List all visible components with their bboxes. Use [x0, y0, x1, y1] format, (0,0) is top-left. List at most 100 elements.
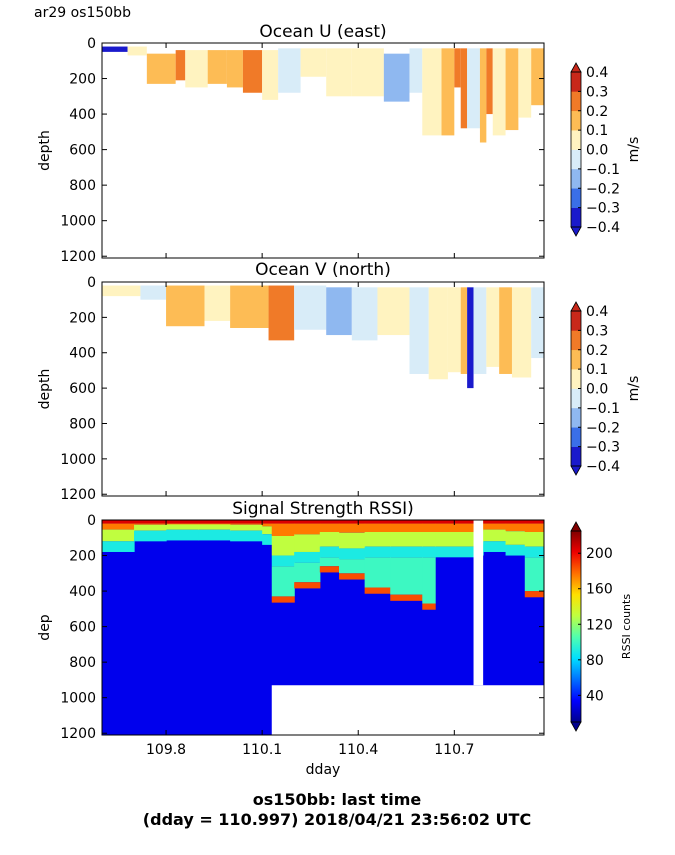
- velocity-cell-0: [102, 285, 141, 297]
- velocity-cell-12: [447, 287, 461, 373]
- rssi-band-3-3: [198, 529, 231, 541]
- y-tick-label: 0: [87, 36, 96, 52]
- panel-ocean-v: 0 200 400 600 800 1000 1200 Ocean V (north) dept…: [37, 260, 642, 503]
- rssi-band-5-3: [262, 534, 273, 545]
- y-tick-label: 800: [69, 416, 96, 432]
- colorbar-extend-top: [570, 521, 582, 532]
- velocity-cell-8: [351, 287, 378, 341]
- rssi-band-6-0: [271, 520, 295, 524]
- x-axis-label: dday: [306, 762, 341, 778]
- rssi-mid-9: [339, 559, 366, 574]
- rssi-band-1-1: [134, 523, 167, 525]
- colorbar-tick-label: −0.3: [586, 440, 620, 456]
- panel-rssi: 0 200 400 600 800 1000 1200 109.8 110.1 110.4 110.…: [37, 499, 633, 778]
- velocity-cell-15: [473, 287, 487, 374]
- rssi-band-1-0: [134, 520, 167, 524]
- velocity-cell-16: [441, 48, 455, 136]
- y-tick-label: 400: [69, 346, 96, 362]
- rssi-band-10-1: [364, 523, 391, 532]
- colorbar-bin-0: [571, 446, 581, 467]
- velocity-cell-9: [377, 287, 410, 336]
- y-tick-label: 600: [69, 620, 96, 636]
- rssi-band-6-1: [271, 523, 295, 536]
- rssi-band-10-0: [364, 520, 391, 524]
- colorbar-extend-bottom: [570, 226, 582, 237]
- velocity-cell-14: [467, 287, 474, 389]
- velocity-cell-2: [166, 285, 205, 327]
- rssi-mid-17: [524, 557, 544, 592]
- velocity-cell-18: [511, 287, 532, 378]
- rssi-band-16-0: [505, 520, 526, 524]
- colorbar-bin-3: [571, 149, 581, 170]
- rssi-band-8-0: [319, 520, 340, 524]
- colorbar-tick-label: 0.0: [586, 382, 608, 398]
- colorbar-tick-label: 0.1: [586, 362, 608, 378]
- colorbar-tick-label: −0.2: [586, 181, 620, 197]
- velocity-cell-17: [454, 48, 461, 88]
- rssi-band-4-1: [230, 523, 263, 525]
- velocity-cell-13: [383, 53, 410, 102]
- velocity-cell-5: [268, 285, 295, 341]
- velocity-cell-18: [460, 48, 468, 129]
- colorbar-bin-4: [571, 369, 581, 389]
- velocity-cell-11: [326, 48, 352, 97]
- rssi-band-1-3: [134, 530, 167, 542]
- colorbar-tick-label: −0.1: [586, 162, 620, 178]
- rssi-band-0-2: [102, 529, 135, 542]
- colorbar-label: m/s: [626, 137, 642, 163]
- rssi-mid-8: [319, 557, 340, 567]
- velocity-cell-0: [102, 46, 128, 52]
- colorbar-tick-label: 0.3: [586, 84, 608, 100]
- rssi-band-16-2: [505, 531, 526, 545]
- y-tick-label: 1200: [60, 726, 96, 742]
- colorbar-body: [571, 531, 581, 722]
- colorbar-tick-label: 120: [586, 617, 613, 633]
- rssi-layer-7: [294, 582, 321, 589]
- y-axis-label: dep: [37, 614, 53, 641]
- velocity-cell-7: [242, 50, 263, 93]
- rssi-band-13-3: [435, 546, 475, 558]
- corner-label: ar29 os150bb: [34, 5, 131, 21]
- rssi-band-12-0: [422, 520, 436, 524]
- colorbar-extend-top: [570, 301, 582, 312]
- colorbar-extend-bottom: [570, 721, 582, 732]
- rssi-band-8-3: [319, 546, 340, 558]
- rssi-band-11-3: [390, 546, 423, 558]
- y-tick-label: 1200: [60, 249, 96, 265]
- rssi-band-7-3: [294, 551, 321, 563]
- rssi-band-5-2: [262, 526, 273, 535]
- colorbar-label: RSSI counts: [620, 594, 633, 659]
- velocity-cell-17: [499, 287, 512, 374]
- velocity-cell-25: [531, 48, 544, 106]
- colorbar-bin-7: [571, 72, 581, 92]
- rssi-band-13-2: [435, 531, 475, 547]
- rssi-band-17-1: [524, 523, 544, 532]
- velocity-cell-19: [467, 48, 480, 129]
- rssi-band-2-0: [166, 520, 199, 524]
- y-tick-label: 600: [69, 381, 96, 397]
- colorbar-bin-6: [571, 91, 581, 112]
- rssi-band-0-0: [102, 520, 135, 524]
- colorbar-tick-label: 0.2: [586, 343, 608, 359]
- y-tick-label: 1000: [60, 691, 96, 707]
- velocity-cell-13: [460, 287, 468, 374]
- colorbar-bin-0: [571, 207, 581, 228]
- footer-line-2: (dday = 110.997) 2018/04/21 23:56:02 UTC: [143, 810, 531, 829]
- rssi-band-4-0: [230, 520, 263, 524]
- rssi-band-15-0: [483, 520, 507, 524]
- rssi-band-9-2: [339, 532, 366, 549]
- rssi-band-1-2: [134, 524, 167, 531]
- colorbar-bin-6: [571, 330, 581, 351]
- y-tick-label: 800: [69, 178, 96, 194]
- panel-title: Ocean U (east): [259, 22, 386, 42]
- velocity-cell-6: [226, 50, 243, 88]
- rssi-band-5-0: [262, 520, 273, 524]
- colorbar-bin-4: [571, 130, 581, 150]
- velocity-cell-10: [409, 287, 429, 374]
- colorbar-bin-1: [571, 188, 581, 208]
- rssi-band-15-3: [483, 541, 507, 552]
- y-tick-label: 200: [69, 72, 96, 88]
- velocity-cell-12: [351, 48, 384, 97]
- plot-area: [102, 285, 544, 389]
- velocity-cell-7: [326, 287, 352, 336]
